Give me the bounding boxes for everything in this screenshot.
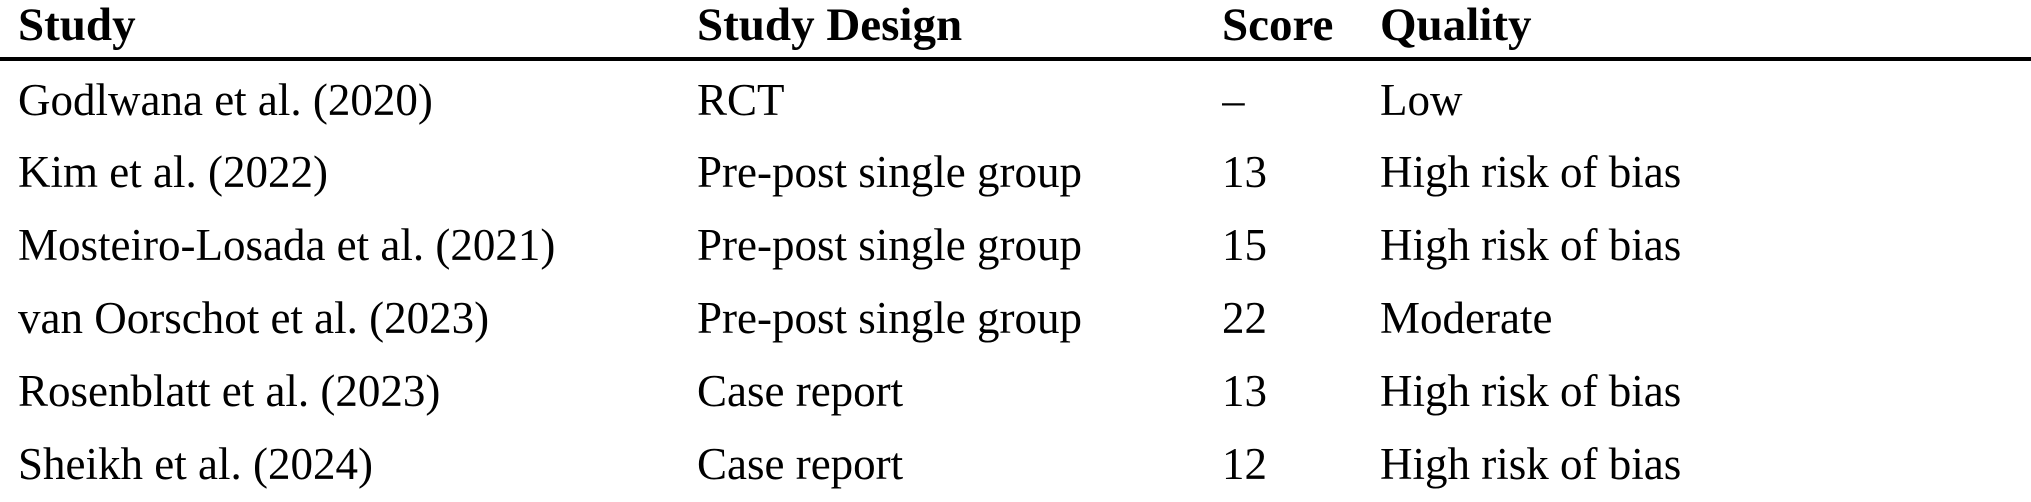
table-row: van Oorschot et al. (2023) Pre-post sing… bbox=[0, 278, 2031, 351]
table-row: Rosenblatt et al. (2023) Case report 13 … bbox=[0, 351, 2031, 424]
cell-score: 12 bbox=[1222, 439, 1267, 489]
table-row: Kim et al. (2022) Pre-post single group … bbox=[0, 132, 2031, 205]
cell-quality: High risk of bias bbox=[1380, 366, 1682, 416]
cell-quality: Moderate bbox=[1380, 293, 1553, 343]
cell-quality: Low bbox=[1380, 75, 1463, 125]
cell-study-design: Case report bbox=[697, 366, 904, 416]
cell-score: – bbox=[1222, 75, 1245, 125]
column-header-score: Score bbox=[1222, 0, 1380, 61]
cell-score: 15 bbox=[1222, 220, 1267, 270]
table-row: Godlwana et al. (2020) RCT – Low bbox=[0, 59, 2031, 132]
table-row: Sheikh et al. (2024) Case report 12 High… bbox=[0, 424, 2031, 497]
column-header-study-design: Study Design bbox=[697, 0, 1222, 61]
cell-quality: High risk of bias bbox=[1380, 439, 1682, 489]
table-header: Study Study Design Score Quality bbox=[0, 0, 2031, 61]
table-body: Godlwana et al. (2020) RCT – Low Kim et … bbox=[0, 59, 2031, 497]
column-header-study: Study bbox=[0, 0, 697, 61]
cell-study: van Oorschot et al. (2023) bbox=[18, 293, 490, 343]
cell-study-design: Case report bbox=[697, 439, 904, 489]
cell-study-design: Pre-post single group bbox=[697, 220, 1082, 270]
cell-study: Godlwana et al. (2020) bbox=[18, 75, 433, 125]
table-header-row: Study Study Design Score Quality bbox=[0, 0, 2031, 61]
cell-quality: High risk of bias bbox=[1380, 147, 1682, 197]
cell-study: Mosteiro-Losada et al. (2021) bbox=[18, 220, 556, 270]
cell-score: 22 bbox=[1222, 293, 1267, 343]
cell-quality: High risk of bias bbox=[1380, 220, 1682, 270]
cell-study: Kim et al. (2022) bbox=[18, 147, 328, 197]
cell-score: 13 bbox=[1222, 147, 1267, 197]
column-header-quality: Quality bbox=[1380, 0, 2031, 61]
cell-study-design: Pre-post single group bbox=[697, 293, 1082, 343]
cell-score: 13 bbox=[1222, 366, 1267, 416]
cell-study-design: Pre-post single group bbox=[697, 147, 1082, 197]
cell-study: Sheikh et al. (2024) bbox=[18, 439, 373, 489]
table-row: Mosteiro-Losada et al. (2021) Pre-post s… bbox=[0, 205, 2031, 278]
cell-study: Rosenblatt et al. (2023) bbox=[18, 366, 441, 416]
cell-study-design: RCT bbox=[697, 75, 785, 125]
